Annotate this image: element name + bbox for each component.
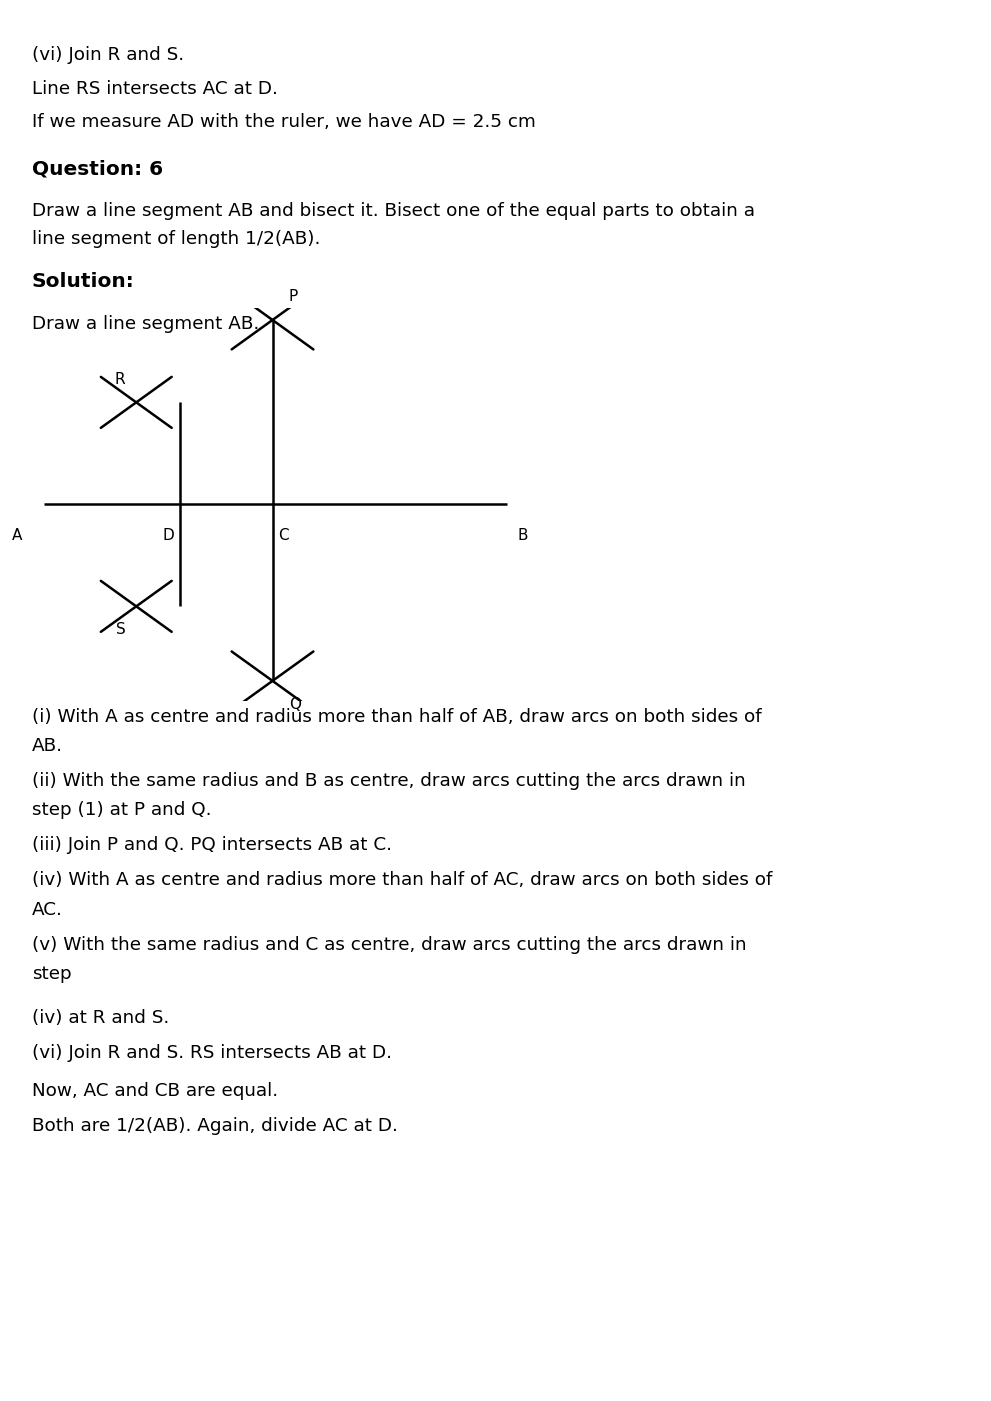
Text: B: B — [518, 528, 528, 544]
Text: AC.: AC. — [32, 901, 62, 919]
Text: (ii) With the same radius and B as centre, draw arcs cutting the arcs drawn in: (ii) With the same radius and B as centr… — [32, 772, 745, 790]
Text: P: P — [289, 289, 298, 304]
Text: (iv) at R and S.: (iv) at R and S. — [32, 1009, 168, 1027]
Text: Question: 6: Question: 6 — [32, 160, 163, 179]
Text: (vi) Join R and S.: (vi) Join R and S. — [32, 46, 184, 64]
Text: R: R — [115, 371, 126, 387]
Text: Draw a line segment AB.: Draw a line segment AB. — [32, 315, 259, 333]
Text: (vi) Join R and S. RS intersects AB at D.: (vi) Join R and S. RS intersects AB at D… — [32, 1044, 391, 1062]
Text: Now, AC and CB are equal.: Now, AC and CB are equal. — [32, 1082, 277, 1100]
Text: step: step — [32, 965, 71, 984]
Text: step (1) at P and Q.: step (1) at P and Q. — [32, 801, 211, 820]
Text: line segment of length 1/2(AB).: line segment of length 1/2(AB). — [32, 230, 320, 248]
Text: Solution:: Solution: — [32, 272, 135, 291]
Text: S: S — [116, 622, 126, 637]
Text: AB.: AB. — [32, 737, 62, 755]
Text: (iv) With A as centre and radius more than half of AC, draw arcs on both sides o: (iv) With A as centre and radius more th… — [32, 871, 772, 890]
Text: Line RS intersects AC at D.: Line RS intersects AC at D. — [32, 80, 277, 98]
Text: D: D — [163, 528, 174, 544]
Text: If we measure AD with the ruler, we have AD = 2.5 cm: If we measure AD with the ruler, we have… — [32, 113, 535, 132]
Text: Draw a line segment AB and bisect it. Bisect one of the equal parts to obtain a: Draw a line segment AB and bisect it. Bi… — [32, 202, 755, 220]
Text: (v) With the same radius and C as centre, draw arcs cutting the arcs drawn in: (v) With the same radius and C as centre… — [32, 936, 746, 954]
Text: (i) With A as centre and radius more than half of AB, draw arcs on both sides of: (i) With A as centre and radius more tha… — [32, 708, 761, 726]
Text: A: A — [12, 528, 22, 544]
Text: Both are 1/2(AB). Again, divide AC at D.: Both are 1/2(AB). Again, divide AC at D. — [32, 1117, 397, 1135]
Text: Q: Q — [289, 696, 301, 712]
Text: C: C — [278, 528, 288, 544]
Text: (iii) Join P and Q. PQ intersects AB at C.: (iii) Join P and Q. PQ intersects AB at … — [32, 836, 391, 855]
